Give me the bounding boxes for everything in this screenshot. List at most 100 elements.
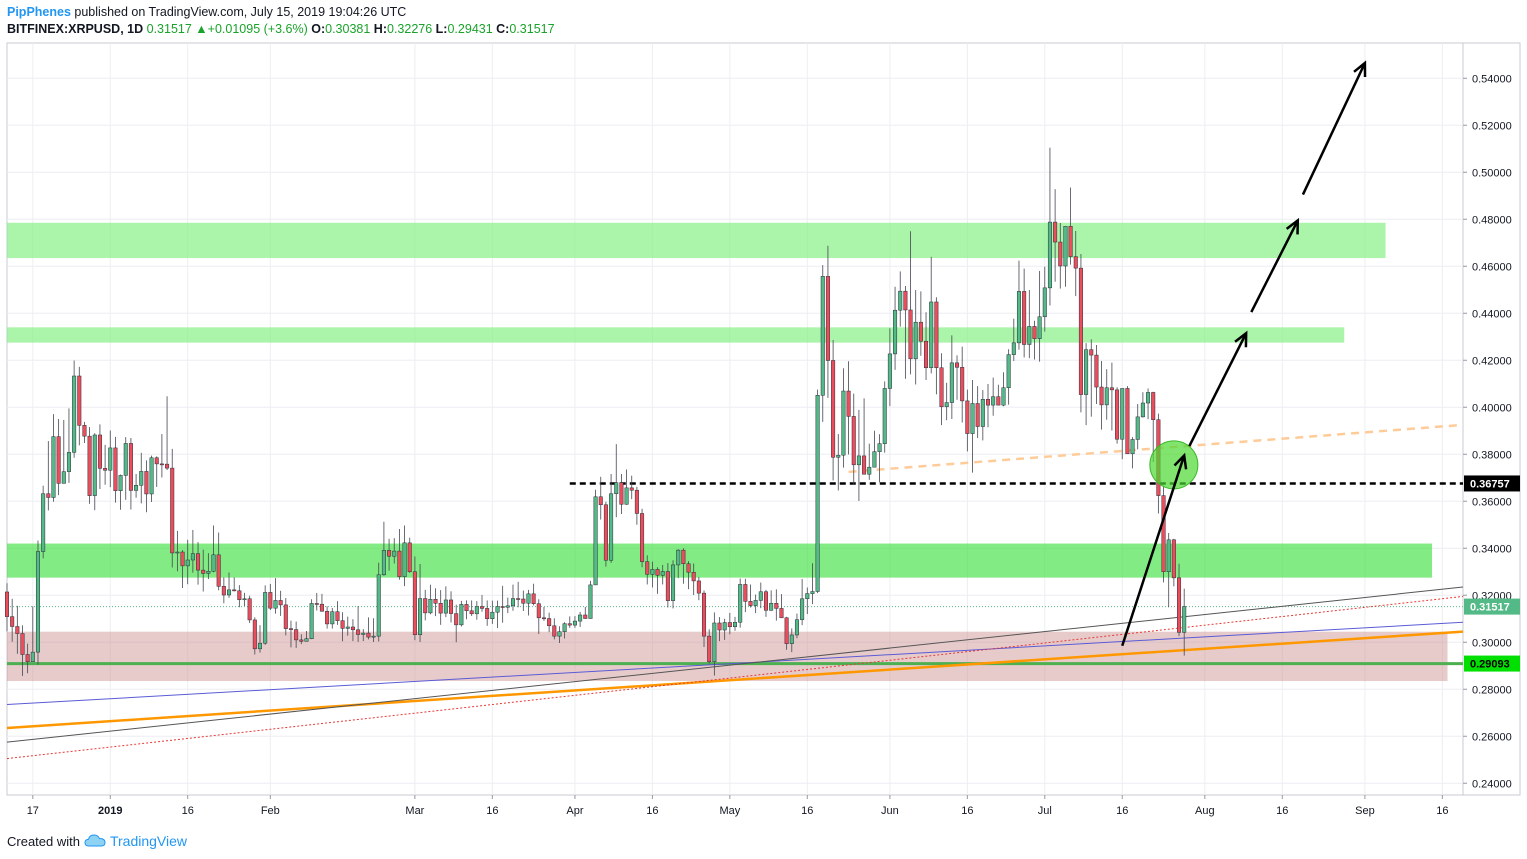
candle-body xyxy=(516,598,521,600)
candle xyxy=(547,612,552,633)
candle-body xyxy=(325,610,330,625)
candle xyxy=(345,616,350,636)
candle xyxy=(934,297,939,395)
candle-body xyxy=(1120,388,1125,440)
candle xyxy=(991,377,996,416)
candle-body xyxy=(572,620,577,626)
candle-body xyxy=(459,604,464,626)
candle xyxy=(314,592,319,611)
candle-body xyxy=(190,553,195,561)
candle xyxy=(283,598,288,636)
candle xyxy=(676,549,681,579)
candle-body xyxy=(893,309,898,355)
candle xyxy=(1130,437,1135,469)
candle-body xyxy=(924,340,929,369)
price-chart[interactable]: 0.54000 0.52000 0.50000 0.48000 0.46000 0.440… xyxy=(0,0,1527,830)
candle xyxy=(165,396,170,470)
candle xyxy=(1104,369,1109,420)
candle xyxy=(1011,318,1016,361)
candle-body xyxy=(846,390,851,417)
y-tick-label: 0.52000 xyxy=(1472,120,1512,132)
candle xyxy=(893,286,898,370)
candle-body xyxy=(996,396,1001,406)
candle xyxy=(722,618,727,640)
candle xyxy=(221,577,226,604)
candle xyxy=(1166,532,1171,608)
x-tick-label: 16 xyxy=(486,805,498,817)
candle-body xyxy=(763,591,768,611)
candle xyxy=(877,434,882,483)
y-tick-label: 0.54000 xyxy=(1472,73,1512,85)
candle xyxy=(1140,392,1145,418)
candle xyxy=(35,540,40,665)
candle-body xyxy=(645,561,650,575)
candle-body xyxy=(671,564,676,601)
candle-body xyxy=(810,591,815,594)
candle xyxy=(516,581,521,608)
symbol-label: BITFINEX:XRPUSD, 1D xyxy=(7,22,144,36)
candle xyxy=(660,564,665,585)
y-tick-label: 0.46000 xyxy=(1472,261,1512,273)
candle-body xyxy=(831,360,836,458)
candle-body xyxy=(474,606,479,615)
candle-body xyxy=(609,493,614,561)
candle-body xyxy=(598,496,603,506)
candle xyxy=(350,619,355,642)
candle xyxy=(1058,223,1063,289)
candle xyxy=(980,390,985,441)
candle-body xyxy=(578,614,583,622)
candle xyxy=(1006,349,1011,405)
candle-body xyxy=(294,629,299,641)
candle-body xyxy=(603,504,608,561)
candle xyxy=(867,443,872,480)
candle-body xyxy=(77,375,82,426)
candle-body xyxy=(428,598,433,614)
candle-body xyxy=(965,400,970,434)
candle xyxy=(82,421,87,443)
candle-body xyxy=(505,605,510,608)
candle xyxy=(712,612,717,676)
candle-body xyxy=(25,654,30,663)
author-link[interactable]: PipPhenes xyxy=(7,5,71,19)
candle-body xyxy=(640,513,645,562)
y-tick-label: 0.40000 xyxy=(1472,402,1512,414)
candle xyxy=(908,231,913,375)
candle xyxy=(562,622,567,639)
candle-body xyxy=(779,608,784,619)
candle xyxy=(15,605,20,654)
candle xyxy=(252,617,257,655)
candle xyxy=(609,473,614,563)
candle-body xyxy=(438,602,443,614)
candle xyxy=(1084,343,1089,426)
candle xyxy=(309,599,314,640)
trend-line xyxy=(6,630,1464,730)
candle-body xyxy=(1089,349,1094,356)
candle xyxy=(1182,588,1187,656)
candle-body xyxy=(531,593,536,604)
candle-body xyxy=(1037,316,1042,339)
candle xyxy=(211,525,216,573)
candle-body xyxy=(769,602,774,611)
candle xyxy=(738,578,743,628)
candle xyxy=(278,590,283,616)
candle-body xyxy=(123,443,128,476)
candle-body xyxy=(257,642,262,650)
y-tick-label: 0.34000 xyxy=(1472,543,1512,555)
x-tick-label: Jun xyxy=(881,805,899,817)
candle-body xyxy=(35,551,40,653)
candle-body xyxy=(665,571,670,601)
candle xyxy=(485,600,490,626)
candle-body xyxy=(159,463,164,466)
candle xyxy=(1027,289,1032,359)
candle xyxy=(825,245,830,398)
candle-body xyxy=(227,589,232,596)
candle xyxy=(862,398,867,475)
candle xyxy=(1032,320,1037,360)
candle xyxy=(232,577,237,592)
candle xyxy=(1125,386,1130,455)
candle-body xyxy=(4,591,10,617)
candle-body xyxy=(97,434,102,469)
candle xyxy=(789,628,794,653)
candle xyxy=(159,434,164,478)
tradingview-brand[interactable]: TradingView xyxy=(109,833,188,849)
